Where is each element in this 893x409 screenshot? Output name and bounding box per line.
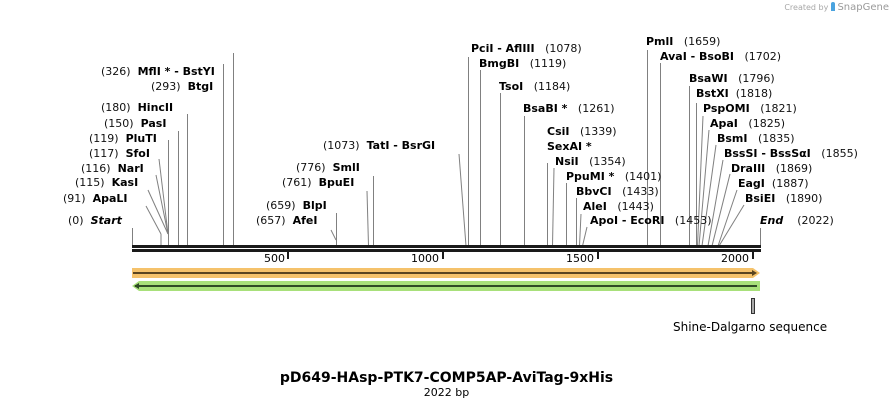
ruler-ticks	[287, 252, 754, 259]
ruler-label-2000: 2000	[721, 252, 749, 265]
map-length: 2022 bp	[423, 386, 470, 399]
site-label-eagi[interactable]: EagI (1887)	[738, 177, 809, 190]
site-label-bpuei[interactable]: (761) BpuEI	[282, 176, 355, 189]
site-label-bsabi[interactable]: BsaBI * (1261)	[523, 102, 615, 115]
site-label-pmli[interactable]: PmlI (1659)	[646, 35, 721, 48]
site-label-bstxi[interactable]: BstXI (1818)	[696, 87, 773, 100]
feature-reverse-arrow[interactable]	[132, 281, 760, 291]
site-label-pasi[interactable]: (150) PasI	[104, 117, 167, 130]
sequence-backbone-bottom	[132, 249, 761, 252]
site-label-hincii[interactable]: (180) HincII	[101, 101, 174, 114]
site-label-bsawi[interactable]: BsaWI (1796)	[689, 72, 775, 85]
site-label-pspomi[interactable]: PspOMI (1821)	[703, 102, 797, 115]
site-label-sfoi[interactable]: (117) SfoI	[89, 147, 150, 160]
site-label-end[interactable]: End (2022)	[760, 214, 834, 227]
site-label-start[interactable]: (0) Start	[68, 214, 122, 227]
site-label-smli[interactable]: (776) SmlI	[296, 161, 360, 174]
shine-dalgarno-label: Shine-Dalgarno sequence	[673, 320, 828, 334]
site-label-bmgbi[interactable]: BmgBI (1119)	[479, 57, 567, 70]
sequence-backbone-top	[132, 245, 761, 248]
map-title: pD649-HAsp-PTK7-COMP5AP-AviTag-9xHis	[279, 370, 614, 386]
site-label-btgi[interactable]: (293) BtgI	[151, 80, 214, 93]
snapgene-credit: Created by SnapGene	[784, 2, 889, 13]
site-label-draiii[interactable]: DraIII (1869)	[731, 162, 813, 175]
ruler-label-1500: 1500	[566, 252, 594, 265]
ruler-label-1000: 1000	[411, 252, 439, 265]
feature-forward-arrow[interactable]	[132, 268, 760, 278]
site-label-afei[interactable]: (657) AfeI	[256, 214, 318, 227]
site-label-apai[interactable]: ApaI (1825)	[710, 117, 785, 130]
site-label-alei[interactable]: AleI (1443)	[583, 200, 654, 213]
site-label-pluti[interactable]: (119) PluTI	[89, 132, 157, 145]
site-label-tati-bsrgi[interactable]: (1073) TatI - BsrGI	[323, 139, 436, 152]
site-label-csii[interactable]: CsiI (1339)	[547, 125, 617, 138]
site-label-sexai[interactable]: SexAI *	[547, 140, 592, 153]
site-label-apoi-ecori[interactable]: ApoI - EcoRI (1453)	[590, 214, 712, 227]
site-label-mfli-bstyi[interactable]: (326) MflI * - BstYI	[101, 65, 215, 78]
site-label-bbvci[interactable]: BbvCI (1433)	[576, 185, 659, 198]
site-label-tsoi[interactable]: TsoI (1184)	[499, 80, 571, 93]
shine-dalgarno-marker[interactable]	[751, 298, 755, 314]
ruler-label-500: 500	[264, 252, 285, 265]
credit-prefix: Created by	[784, 3, 829, 12]
site-label-nsii[interactable]: NsiI (1354)	[555, 155, 626, 168]
site-label-nari[interactable]: (116) NarI	[81, 162, 144, 175]
site-label-apali[interactable]: (91) ApaLI	[63, 192, 128, 205]
site-label-bsiei[interactable]: BsiEI (1890)	[745, 192, 823, 205]
site-label-kasi[interactable]: (115) KasI	[75, 176, 139, 189]
site-label-pcii-afliii[interactable]: PciI - AflIII (1078)	[471, 42, 582, 55]
site-label-bsssi-bsssai[interactable]: BssSI - BssSαI (1855)	[724, 147, 858, 160]
site-label-bsmi[interactable]: BsmI (1835)	[717, 132, 795, 145]
site-connector-lines	[132, 50, 761, 247]
site-label-avai-bsobi[interactable]: AvaI - BsoBI (1702)	[660, 50, 782, 63]
snapgene-logo-icon	[830, 2, 835, 11]
site-label-ppumi[interactable]: PpuMI * (1401)	[566, 170, 662, 183]
site-label-blpi[interactable]: (659) BlpI	[266, 199, 327, 212]
credit-brand: SnapGene	[837, 2, 889, 13]
